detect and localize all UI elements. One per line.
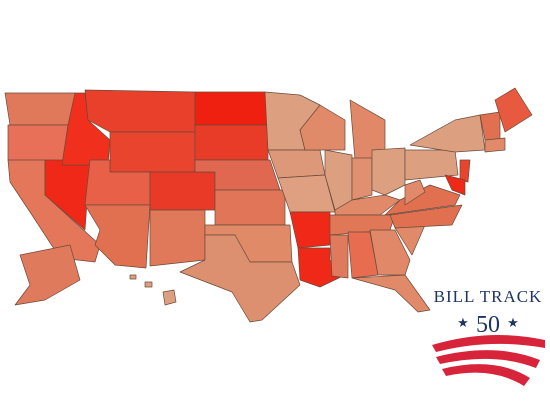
state	[162, 289, 177, 306]
state	[289, 211, 331, 249]
logo-title: BILL TRACK	[434, 287, 543, 306]
state	[494, 87, 533, 133]
state	[444, 174, 466, 196]
state	[14, 244, 81, 306]
state	[4, 92, 76, 126]
state	[299, 104, 346, 151]
state	[404, 179, 426, 206]
state	[384, 184, 461, 216]
state	[404, 149, 459, 181]
state	[459, 159, 471, 183]
state	[84, 204, 151, 269]
state	[369, 229, 411, 276]
state	[84, 89, 196, 133]
state	[149, 209, 206, 267]
state	[109, 131, 196, 173]
state	[371, 147, 406, 196]
state	[194, 91, 269, 126]
logo-star: ★	[457, 315, 469, 330]
state	[144, 281, 153, 288]
state	[409, 114, 486, 153]
state	[214, 189, 286, 226]
logo: BILL TRACK ★ 50 ★	[432, 287, 545, 386]
state	[389, 204, 463, 229]
state	[484, 137, 506, 153]
state	[351, 157, 373, 201]
us-map	[4, 87, 533, 323]
state	[194, 124, 269, 161]
state	[7, 124, 69, 166]
state	[329, 234, 349, 279]
state	[267, 149, 326, 179]
logo-number: 50	[476, 312, 500, 338]
logo-stripe	[442, 364, 530, 386]
state	[179, 234, 301, 323]
logo-stripe	[432, 335, 545, 352]
state	[351, 274, 431, 313]
logo-stripe	[436, 350, 540, 368]
state	[129, 274, 137, 280]
logo-star: ★	[507, 315, 519, 330]
state	[149, 171, 216, 211]
